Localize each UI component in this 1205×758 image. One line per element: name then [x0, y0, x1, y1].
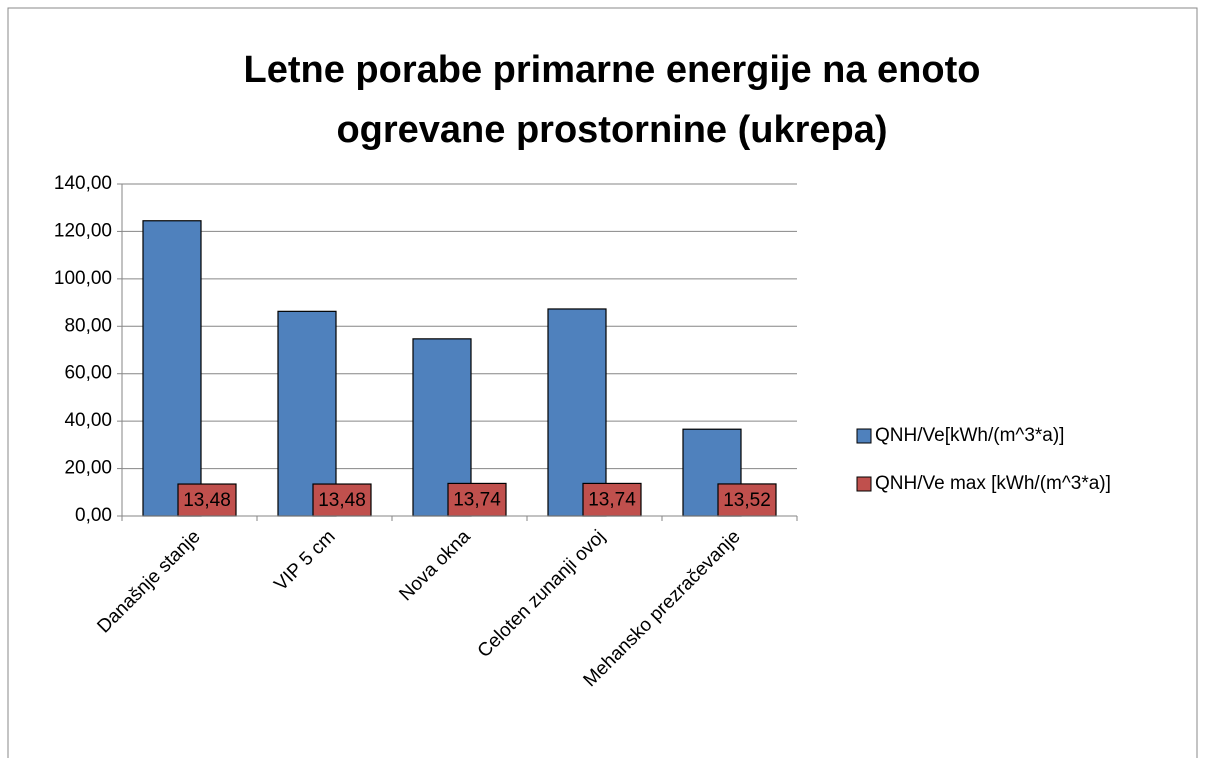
- data-label: 13,48: [183, 490, 231, 511]
- data-label: 13,74: [588, 490, 636, 511]
- bar: [547, 308, 607, 517]
- y-tick-label: 60,00: [64, 363, 112, 384]
- bar: [142, 220, 202, 517]
- y-tick-label: 80,00: [64, 315, 112, 336]
- y-tick-label: 120,00: [54, 220, 112, 241]
- chart-title: Letne porabe primarne energije na enoto …: [243, 49, 981, 151]
- data-label: 13,48: [318, 490, 366, 511]
- y-tick-label: 40,00: [64, 410, 112, 431]
- y-tick-label: 0,00: [75, 505, 112, 526]
- legend-label: QNH/Ve[kWh/(m^3*a)]: [875, 425, 1064, 446]
- y-tick-label: 140,00: [54, 173, 112, 194]
- legend-swatch: [856, 428, 872, 444]
- bar: [717, 483, 777, 517]
- y-tick-label: 20,00: [64, 458, 112, 479]
- legend-swatch: [856, 476, 872, 492]
- data-label: 13,74: [453, 490, 501, 511]
- bar: [447, 482, 507, 517]
- bar: [312, 483, 372, 517]
- y-tick-label: 100,00: [54, 268, 112, 289]
- bar: [277, 310, 337, 517]
- legend-label: QNH/Ve max [kWh/(m^3*a)]: [875, 473, 1111, 494]
- data-label: 13,52: [723, 490, 771, 511]
